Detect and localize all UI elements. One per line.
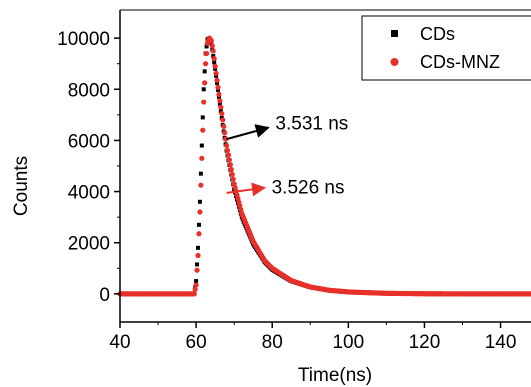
- data-point: [227, 162, 233, 168]
- data-point: [203, 50, 210, 57]
- data-point: [197, 209, 203, 215]
- data-point: [202, 69, 207, 74]
- x-tick-label: 140: [485, 332, 517, 353]
- x-tick-label: 40: [109, 332, 130, 353]
- data-point: [194, 279, 199, 284]
- data-point: [198, 171, 203, 176]
- x-tick-label: 80: [262, 332, 283, 353]
- data-point: [212, 63, 218, 69]
- data-point: [193, 282, 199, 288]
- data-point: [217, 98, 223, 104]
- data-point: [199, 143, 204, 148]
- data-point: [201, 87, 206, 92]
- data-point: [230, 176, 236, 182]
- data-point: [209, 43, 215, 49]
- data-point: [192, 286, 198, 292]
- data-point: [196, 245, 201, 250]
- data-point: [221, 123, 227, 129]
- data-point: [218, 109, 223, 114]
- annotation-arrow: [226, 182, 266, 197]
- data-point: [199, 155, 205, 161]
- data-point: [198, 182, 204, 188]
- data-point: [211, 55, 217, 62]
- legend-marker-cds-mnz: [390, 58, 399, 66]
- annotation-arrow: [226, 124, 270, 141]
- data-point: [225, 152, 232, 158]
- data-point: [203, 61, 209, 67]
- data-point: [217, 101, 222, 106]
- y-tick-label: 4000: [68, 183, 110, 204]
- data-point: [194, 267, 200, 273]
- data-point: [204, 44, 209, 49]
- data-point: [200, 115, 205, 120]
- x-tick-label: 120: [409, 332, 441, 353]
- data-point: [202, 80, 208, 86]
- data-point: [211, 54, 216, 59]
- data-point: [224, 147, 231, 153]
- data-point: [223, 136, 229, 142]
- x-axis-title: Time(ns): [298, 365, 372, 386]
- data-point: [212, 60, 217, 65]
- legend: CDs CDs-MNZ: [361, 15, 531, 81]
- data-point: [191, 291, 197, 297]
- series-cds-mnz: [117, 35, 531, 297]
- y-tick-label: 0: [99, 285, 110, 306]
- data-point: [196, 231, 202, 237]
- legend-label-cds: CDs: [420, 24, 455, 44]
- data-point: [216, 91, 222, 97]
- annotations: 3.531 ns 3.526 ns: [226, 114, 348, 199]
- data-point: [200, 127, 206, 133]
- y-tick-label: 10000: [57, 29, 110, 50]
- data-point: [215, 84, 221, 90]
- annotation-label: 3.531 ns: [275, 114, 348, 135]
- data-point: [197, 199, 202, 204]
- legend-label-cds-mnz: CDs-MNZ: [420, 52, 500, 72]
- data-point: [213, 70, 219, 76]
- data-point: [226, 157, 233, 163]
- y-tick-label: 6000: [68, 131, 110, 152]
- series-layer: [117, 35, 531, 297]
- data-point: [228, 166, 234, 173]
- data-point: [218, 104, 224, 110]
- annotation-label: 3.526 ns: [272, 178, 345, 199]
- data-point: [214, 77, 220, 83]
- y-tick-label: 2000: [68, 234, 110, 255]
- data-point: [528, 291, 531, 297]
- data-point: [229, 171, 235, 177]
- legend-box: [361, 15, 531, 81]
- x-tick-label: 60: [186, 332, 207, 353]
- data-point: [210, 48, 216, 54]
- data-point: [220, 117, 226, 123]
- x-tick-label: 100: [332, 332, 364, 353]
- data-point: [208, 38, 214, 44]
- data-point: [195, 252, 201, 259]
- data-point: [201, 99, 207, 105]
- data-point: [219, 110, 225, 117]
- data-point: [223, 142, 230, 149]
- data-point: [196, 222, 201, 227]
- data-point: [195, 262, 200, 267]
- axes: 40 60 80 100 120 140 0 2000 4000 6000 8000 10000: [57, 9, 531, 353]
- y-tick-label: 8000: [68, 80, 110, 101]
- legend-marker-cds: [391, 30, 398, 37]
- y-axis-title: Counts: [11, 156, 32, 216]
- data-point: [222, 130, 228, 136]
